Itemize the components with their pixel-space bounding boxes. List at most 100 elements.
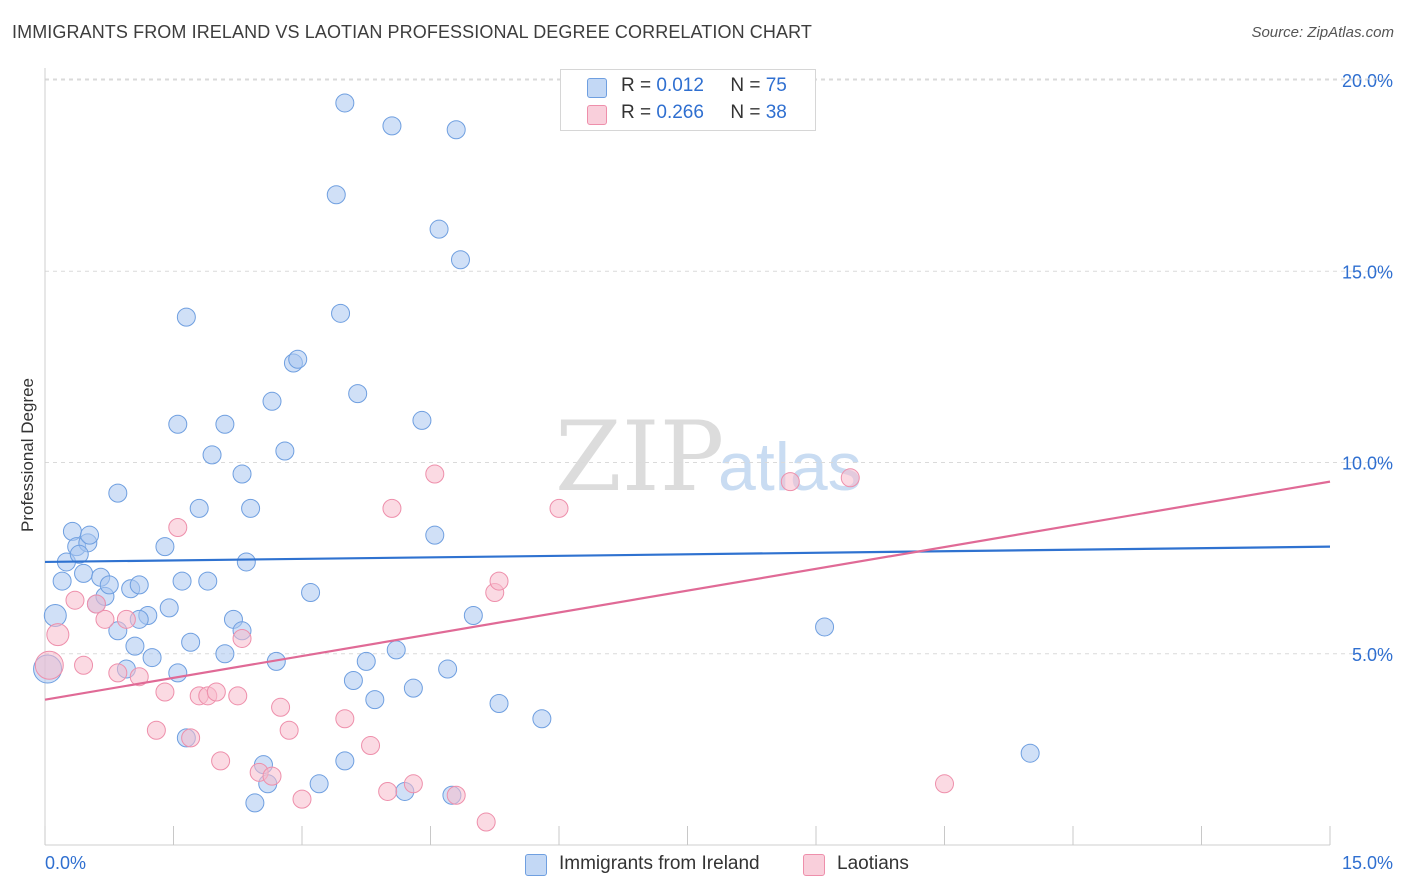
legend-swatch-ireland (587, 78, 607, 98)
point-laotians (46, 623, 70, 647)
watermark-zip: ZIP (555, 401, 724, 513)
legend-n-value: 75 (765, 75, 787, 96)
legend-r-label: R = (621, 75, 652, 96)
point-ireland (326, 185, 346, 205)
point-ireland (450, 250, 470, 270)
point-ireland (236, 552, 256, 572)
point-ireland (425, 525, 445, 545)
point-laotians (95, 609, 115, 629)
point-ireland (129, 575, 149, 595)
point-ireland (74, 563, 94, 583)
point-ireland (489, 693, 509, 713)
point-ireland (262, 391, 282, 411)
point-laotians (86, 594, 106, 614)
point-ireland (438, 659, 458, 679)
point-ireland (1020, 743, 1040, 763)
point-laotians (292, 789, 312, 809)
point-laotians (116, 609, 136, 629)
point-ireland (343, 671, 363, 691)
point-ireland (348, 384, 368, 404)
trendline-laotians (44, 480, 1331, 701)
point-ireland (301, 583, 321, 603)
chart-title: IMMIGRANTS FROM IRELAND VS LAOTIAN PROFE… (12, 22, 812, 42)
source-credit: Source: ZipAtlas.com (1251, 24, 1394, 41)
point-laotians (262, 766, 282, 786)
point-laotians (181, 728, 201, 748)
point-ireland (241, 498, 261, 518)
legend-label-ireland: Immigrants from Ireland (559, 853, 760, 874)
point-laotians (65, 590, 85, 610)
point-ireland (335, 93, 355, 113)
point-ireland (125, 636, 145, 656)
legend-r-value: 0.266 (656, 102, 704, 123)
point-ireland (335, 751, 355, 771)
point-ireland (202, 445, 222, 465)
point-laotians (378, 781, 398, 801)
point-ireland (80, 525, 100, 545)
series-legend: Immigrants from Ireland Laotians (0, 852, 1406, 878)
legend-label-laotians: Laotians (837, 853, 909, 874)
point-laotians (382, 498, 402, 518)
point-laotians (935, 774, 954, 794)
legend-n-label: N = (730, 75, 761, 96)
point-ireland (382, 116, 402, 136)
point-ireland (99, 575, 119, 595)
x-tick-label: 0.0% (45, 853, 86, 873)
x-tick-label: 15.0% (1342, 853, 1393, 873)
point-laotians (34, 650, 64, 680)
point-laotians (780, 472, 800, 492)
point-laotians (129, 667, 149, 687)
y-tick-label: 20.0% (1342, 71, 1393, 91)
point-laotians (403, 774, 423, 794)
point-ireland (189, 498, 209, 518)
point-ireland (815, 617, 835, 637)
legend-swatch-ireland (525, 854, 547, 876)
point-laotians (549, 498, 569, 518)
point-ireland (412, 410, 432, 430)
y-tick-label: 10.0% (1342, 454, 1393, 474)
point-laotians (476, 812, 496, 832)
point-laotians (335, 709, 355, 729)
point-ireland (356, 651, 376, 671)
trendline-ireland (44, 545, 1331, 564)
watermark-atlas: atlas (718, 429, 862, 505)
point-ireland (198, 571, 218, 591)
point-ireland (403, 678, 423, 698)
point-ireland (108, 483, 128, 503)
point-laotians (206, 682, 226, 702)
point-ireland (215, 644, 235, 664)
legend-n-value: 38 (765, 102, 787, 123)
point-ireland (181, 632, 201, 652)
point-ireland (331, 303, 351, 323)
point-laotians (168, 518, 188, 538)
point-laotians (446, 785, 466, 805)
point-ireland (245, 793, 265, 813)
y-tick-label: 15.0% (1342, 262, 1393, 282)
point-laotians (425, 464, 445, 484)
point-ireland (159, 598, 179, 618)
point-ireland (142, 648, 162, 668)
point-laotians (211, 751, 231, 771)
y-tick-label: 5.0% (1352, 645, 1393, 665)
point-ireland (532, 709, 552, 729)
point-ireland (232, 464, 252, 484)
point-laotians (279, 720, 299, 740)
legend-swatch-laotians (587, 105, 607, 125)
point-laotians (108, 663, 128, 683)
point-ireland (168, 414, 188, 434)
point-ireland (288, 349, 308, 369)
point-laotians (155, 682, 175, 702)
point-ireland (365, 690, 385, 710)
point-ireland (52, 571, 72, 591)
point-laotians (489, 571, 509, 591)
point-laotians (146, 720, 166, 740)
point-ireland (155, 537, 175, 557)
point-ireland (172, 571, 192, 591)
point-laotians (840, 468, 860, 488)
correlation-legend: R = 0.012 N = 75 R = 0.266 N = 38 (560, 69, 816, 131)
point-ireland (275, 441, 295, 461)
point-laotians (232, 628, 252, 648)
point-ireland (463, 606, 483, 625)
point-ireland (176, 307, 196, 327)
